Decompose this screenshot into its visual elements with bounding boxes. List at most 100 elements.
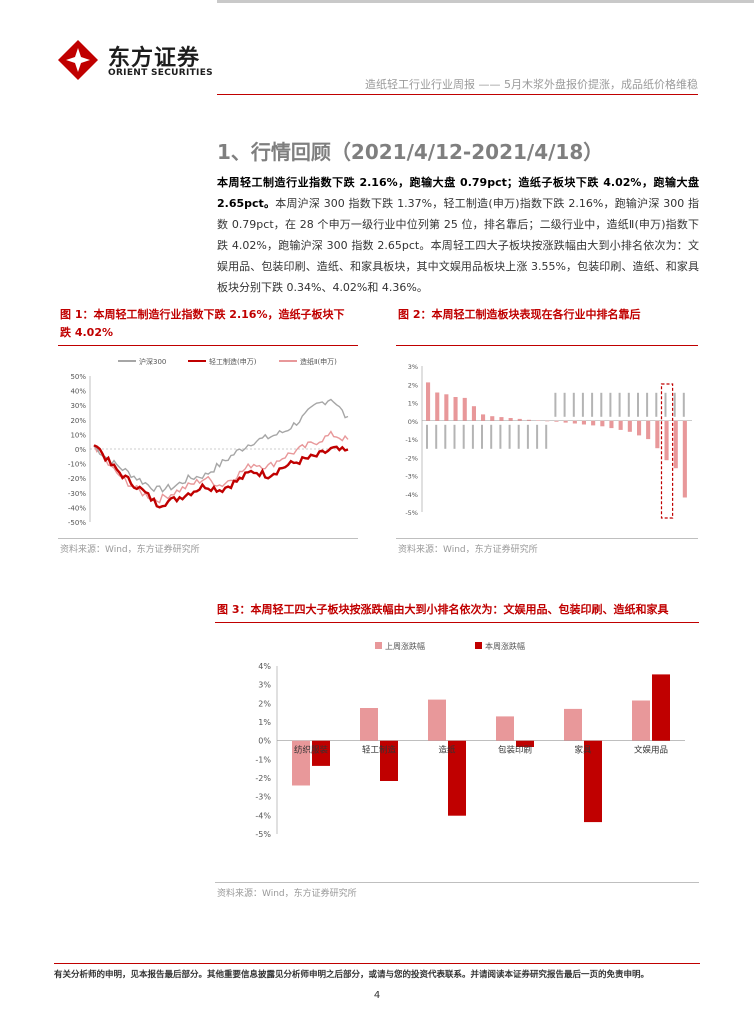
series-line-0	[93, 398, 349, 493]
legend-swatch-1	[475, 642, 482, 649]
industry-category-label	[664, 392, 667, 417]
industry-bar	[499, 417, 504, 421]
industry-bar	[563, 420, 568, 423]
industry-category-label	[462, 424, 465, 449]
industry-bar	[545, 420, 550, 422]
industry-category-label	[591, 392, 594, 417]
industry-category-label	[499, 424, 502, 449]
industry-bar	[508, 418, 513, 421]
industry-category-label	[545, 424, 548, 449]
footer-divider	[54, 963, 700, 964]
report-subtitle: 造纸轻工行业行业周报 —— 5月木浆外盘报价提涨，成品纸价格维稳	[365, 78, 698, 91]
industry-bar	[572, 420, 577, 424]
y-tick-label: 40%	[70, 388, 86, 396]
figure1-line-chart: 沪深300 轻工制造(申万) 造纸Ⅱ(申万) 50% 40% 30% 20% 10% 0% -10…	[68, 357, 350, 527]
y-tick-label: 1%	[408, 400, 418, 408]
industry-category-label	[600, 392, 603, 417]
y-tick-label: -1%	[405, 436, 418, 444]
figure3-bar-chart: 上周涨跌幅 本周涨跌幅 4% 3% 2% 1% 0% -1% -2% -3% -4% -5% 纺织服装 轻…	[255, 641, 685, 839]
industry-bar	[490, 416, 495, 421]
summary-bold: 本周轻工制造行业指数下跌 2.16%，跑输大盘 0.79pct；造纸子板块下跌 …	[217, 176, 699, 210]
industry-bar	[637, 420, 642, 436]
figure2-bottom-rule	[396, 538, 698, 539]
figure2-source: 资料来源：Wind，东方证券研究所	[398, 545, 538, 555]
section-title: 1、行情回顾（2021/4/12-2021/4/18）	[217, 140, 604, 164]
legend-label-0: 上周涨跌幅	[385, 641, 425, 651]
industry-bar	[609, 420, 614, 429]
figure1-title: 图 1：本周轻工制造行业指数下跌 2.16%，造纸子板块下 跌 4.02%	[60, 306, 360, 342]
figure2-title: 图 2：本周轻工制造板块表现在各行业中排名靠后	[398, 308, 641, 321]
summary-paragraph: 本周轻工制造行业指数下跌 2.16%，跑输大盘 0.79pct；造纸子板块下跌 …	[217, 172, 699, 298]
figure2-rule	[396, 345, 698, 346]
figure1-rule	[58, 345, 358, 346]
industry-bar	[673, 420, 678, 469]
legend-label-1: 本周涨跌幅	[485, 641, 525, 651]
industry-bar	[526, 419, 531, 421]
top-decoration	[217, 0, 754, 3]
y-tick-label: -30%	[68, 490, 86, 498]
industry-bar	[471, 406, 476, 421]
subsector-bar	[292, 740, 310, 786]
y-tick-label: -3%	[255, 793, 271, 802]
industry-bar	[554, 420, 559, 422]
y-tick-label: -1%	[255, 755, 271, 764]
industry-category-label	[563, 392, 566, 417]
industry-category-label	[526, 424, 529, 449]
y-tick-label: 30%	[70, 402, 86, 410]
y-tick-label: 50%	[70, 373, 86, 381]
industry-category-label	[490, 424, 493, 449]
industry-bar	[682, 420, 687, 498]
industry-category-label	[646, 392, 649, 417]
subsector-bar	[448, 740, 466, 816]
figure1-bottom-rule	[58, 538, 358, 539]
industry-category-label	[453, 424, 456, 449]
brand-name-cn: 东方证券	[108, 46, 201, 71]
industry-category-label	[627, 392, 630, 417]
figure1-title-line1: 图 1：本周轻工制造行业指数下跌 2.16%，造纸子板块下	[60, 308, 345, 321]
y-tick-label: 1%	[258, 718, 271, 727]
industry-category-label	[581, 392, 584, 417]
category-label: 包装印刷	[498, 745, 532, 756]
figure3-source: 资料来源：Wind，东方证券研究所	[217, 889, 357, 899]
industry-bar	[618, 420, 623, 430]
series-line-1	[93, 444, 349, 509]
industry-bar	[581, 420, 586, 425]
orient-logo-icon	[58, 40, 98, 80]
industry-bar	[462, 397, 467, 421]
industry-category-label	[655, 392, 658, 417]
industry-category-label	[618, 392, 621, 417]
y-tick-label: -2%	[405, 454, 418, 462]
figure1-source: 资料来源：Wind，东方证券研究所	[60, 545, 200, 555]
subsector-bar	[428, 699, 446, 741]
figure3-title: 图 3：本周轻工四大子板块按涨跌幅由大到小排名依次为：文娱用品、包装印刷、造纸和…	[217, 603, 669, 616]
category-label: 家具	[574, 745, 592, 756]
industry-category-label	[508, 424, 511, 449]
page-number: 4	[373, 990, 381, 1001]
series-line-2	[93, 430, 349, 504]
y-tick-label: 4%	[258, 662, 271, 671]
category-label: 纺织服装	[294, 745, 329, 756]
subsector-bar	[632, 700, 650, 741]
subsector-bar	[360, 708, 378, 741]
y-tick-label: 2%	[258, 699, 271, 708]
industry-bar	[655, 420, 660, 449]
category-label: 文娱用品	[634, 745, 668, 756]
industry-category-label	[471, 424, 474, 449]
header-divider	[217, 94, 698, 95]
subsector-bar	[496, 716, 514, 741]
industry-category-label	[609, 392, 612, 417]
industry-bar	[517, 418, 522, 421]
industry-category-label	[481, 424, 483, 449]
subsector-bar	[516, 740, 534, 747]
y-tick-label: -10%	[68, 461, 86, 469]
y-tick-label: -20%	[68, 475, 86, 483]
industry-bar	[600, 420, 605, 427]
y-tick-label: 0%	[75, 446, 86, 454]
industry-category-label	[517, 424, 520, 449]
figure1-title-line2: 跌 4.02%	[60, 326, 113, 339]
y-tick-label: 2%	[408, 381, 418, 389]
industry-bar	[664, 420, 669, 461]
subsector-bar	[312, 740, 330, 766]
subsector-bar	[564, 708, 582, 741]
y-tick-label: -50%	[68, 519, 86, 527]
